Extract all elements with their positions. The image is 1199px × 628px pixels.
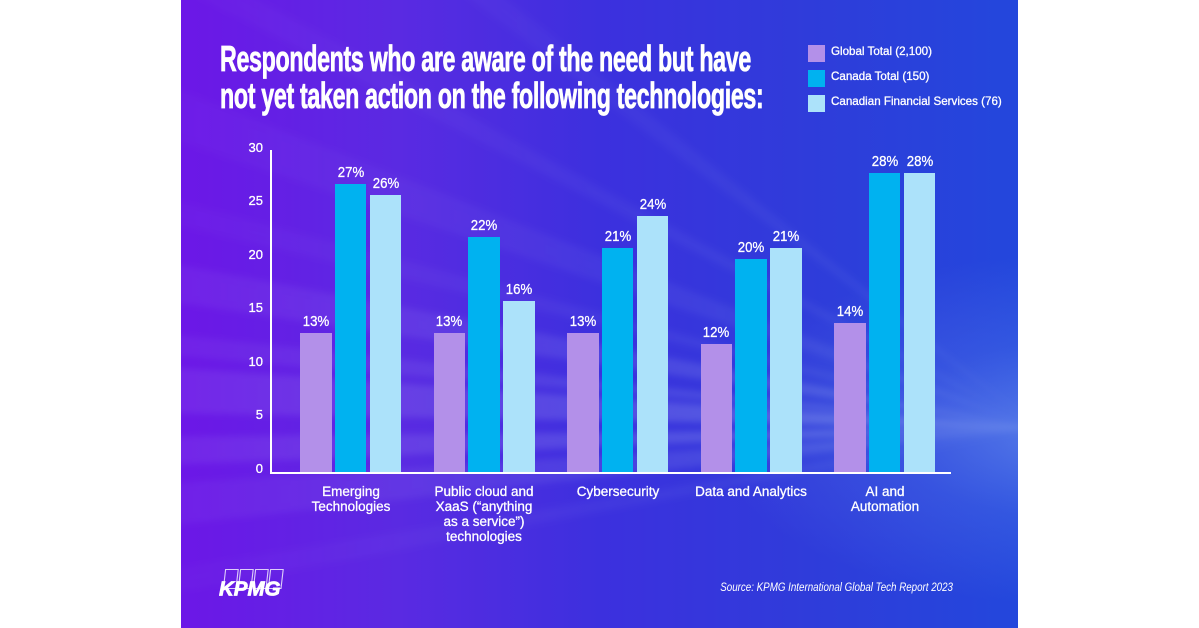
svg-text:KPMG: KPMG <box>219 578 281 599</box>
